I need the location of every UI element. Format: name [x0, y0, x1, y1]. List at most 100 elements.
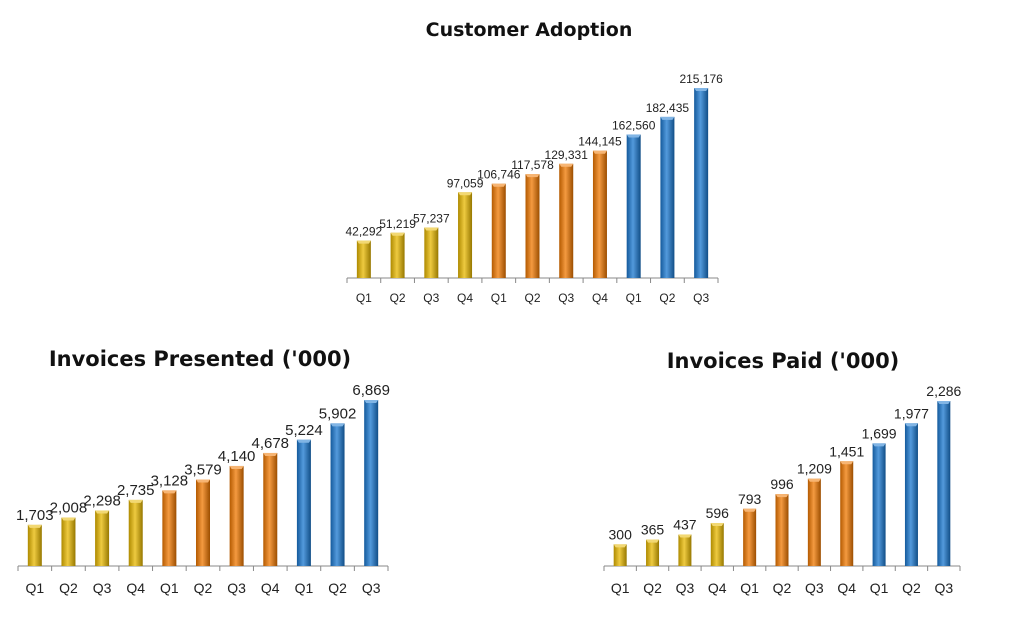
invoices-paid-value-label: 996: [770, 476, 794, 492]
invoices-paid-tick-label: Q4: [708, 580, 727, 596]
customer-adoption-bar: [626, 134, 641, 278]
invoices-paid-bar-cap: [840, 461, 854, 465]
customer-adoption-bar: [390, 232, 405, 278]
invoices-presented-bar: [27, 524, 42, 566]
invoices-paid-bar: [872, 443, 886, 566]
invoices-paid-value-label: 1,209: [797, 461, 832, 477]
invoices-presented-value-label: 3,128: [151, 472, 189, 489]
invoices-paid-value-label: 365: [641, 522, 665, 538]
invoices-presented-value-label: 6,869: [352, 382, 390, 399]
customer-adoption-bar: [525, 174, 540, 278]
customer-adoption-bar-cap: [694, 88, 709, 91]
invoices-presented-bar-cap: [263, 452, 278, 456]
customer-adoption-bar-cap: [592, 150, 607, 154]
customer-adoption-tick-label: Q2: [390, 291, 406, 305]
customer-adoption-value-label: 182,435: [646, 101, 690, 115]
invoices-paid-bar-cap: [613, 544, 627, 548]
invoices-presented-svg: Invoices Presented ('000) 1,703 Q1 2,008 Q2 2…: [16, 347, 390, 596]
customer-adoption-bar: [424, 227, 439, 278]
invoices-presented-tick-label: Q4: [126, 580, 145, 596]
customer-adoption-value-label: 117,578: [511, 158, 554, 172]
invoices-presented-bar-cap: [364, 400, 379, 403]
invoices-paid-bar: [937, 401, 951, 566]
invoices-presented-tick-label: Q3: [93, 580, 112, 596]
invoices-paid-bar: [678, 534, 692, 566]
invoices-presented-bar-cap: [27, 524, 42, 528]
customer-adoption-bar-cap: [390, 232, 405, 236]
invoices-paid-value-label: 300: [609, 526, 633, 542]
invoices-presented-bar-cap: [162, 490, 177, 494]
customer-adoption-tick-label: Q3: [558, 291, 574, 305]
invoices-presented-bar: [61, 517, 76, 566]
invoices-presented-tick-label: Q1: [295, 580, 314, 596]
invoices-paid-bar: [743, 508, 757, 566]
invoices-presented-bar-cap: [196, 479, 210, 483]
invoices-presented-tick-label: Q2: [59, 580, 78, 596]
customer-adoption-bar: [559, 163, 574, 278]
invoices-paid-bar-cap: [678, 534, 692, 538]
customer-adoption-tick-label: Q3: [423, 291, 439, 305]
invoices-paid-tick-label: Q2: [902, 580, 921, 596]
customer-adoption-bar-cap: [559, 163, 574, 167]
invoices-presented-tick-label: Q2: [328, 580, 347, 596]
invoices-presented-bar: [229, 465, 244, 566]
invoices-presented-tick-label: Q2: [194, 580, 213, 596]
invoices-presented-bar: [263, 452, 278, 566]
invoices-paid-bar: [840, 461, 854, 566]
invoices-paid-title: Invoices Paid ('000): [667, 349, 900, 373]
invoices-paid-svg: Invoices Paid ('000) 300 Q1 365 Q2 437 Q3 596 Q4…: [603, 349, 962, 596]
customer-adoption-bar-cap: [491, 183, 506, 187]
invoices-paid-tick-label: Q1: [870, 580, 889, 596]
invoices-paid-bar-cap: [710, 522, 724, 526]
invoices-presented-value-label: 2,298: [83, 492, 121, 509]
invoices-paid-value-label: 437: [673, 516, 697, 532]
invoices-paid-value-label: 2,286: [926, 383, 961, 399]
invoices-presented-bar: [330, 423, 345, 566]
customer-adoption-title: Customer Adoption: [426, 19, 633, 41]
customer-adoption-value-label: 51,219: [379, 217, 416, 231]
customer-adoption-bar: [458, 192, 473, 278]
customer-adoption-tick-label: Q4: [592, 291, 608, 305]
invoices-presented-bar: [196, 479, 210, 566]
customer-adoption-value-label: 129,331: [545, 148, 589, 162]
customer-adoption-tick-label: Q1: [626, 291, 642, 305]
invoices-presented-bar-cap: [61, 517, 76, 521]
customer-adoption-value-label: 144,145: [578, 135, 622, 149]
invoices-paid-bar-cap: [775, 494, 789, 498]
invoices-presented-bar: [364, 400, 379, 566]
customer-adoption-bar-cap: [525, 174, 540, 178]
invoices-paid-value-label: 793: [738, 491, 762, 507]
customer-adoption-value-label: 162,560: [612, 118, 656, 132]
invoices-presented-value-label: 4,678: [251, 435, 289, 452]
invoices-presented-bar-cap: [229, 465, 244, 469]
invoices-presented-value-label: 2,735: [117, 482, 155, 499]
customer-adoption-svg: Customer Adoption 42,292 Q1 51,219 Q2 57,237 Q…: [346, 19, 724, 305]
invoices-paid-chart: Invoices Paid ('000) 300 Q1 365 Q2 437 Q3 596 Q4…: [590, 330, 1010, 623]
invoices-presented-value-label: 5,902: [319, 405, 357, 422]
invoices-paid-bar: [646, 539, 660, 566]
customer-adoption-tick-label: Q1: [356, 291, 372, 305]
customer-adoption-tick-label: Q2: [524, 291, 540, 305]
invoices-paid-tick-label: Q4: [837, 580, 856, 596]
invoices-presented-tick-label: Q3: [362, 580, 381, 596]
customer-adoption-value-label: 106,746: [477, 168, 521, 182]
invoices-paid-bar-cap: [937, 401, 951, 404]
invoices-paid-value-label: 1,977: [894, 405, 929, 421]
customer-adoption-bar-cap: [356, 240, 371, 244]
customer-adoption-value-label: 97,059: [447, 176, 484, 190]
invoices-presented-tick-label: Q1: [160, 580, 179, 596]
customer-adoption-tick-label: Q2: [659, 291, 675, 305]
invoices-presented-bar-cap: [128, 499, 143, 503]
invoices-presented-value-label: 4,140: [218, 448, 256, 465]
invoices-paid-bar: [613, 544, 627, 566]
invoices-presented-value-label: 3,579: [184, 462, 222, 479]
invoices-paid-tick-label: Q3: [805, 580, 824, 596]
invoices-paid-tick-label: Q3: [676, 580, 695, 596]
invoices-paid-bar: [904, 423, 918, 566]
customer-adoption-chart: Customer Adoption 42,292 Q1 51,219 Q2 57,237 Q…: [346, 19, 724, 305]
invoices-presented-tick-label: Q3: [227, 580, 246, 596]
invoices-presented-chart: Invoices Presented ('000) 1,703 Q1 2,008 Q2 2…: [0, 330, 420, 623]
customer-adoption-tick-label: Q3: [693, 291, 709, 305]
invoices-paid-bar: [775, 494, 789, 566]
invoices-presented-bar: [95, 510, 110, 566]
